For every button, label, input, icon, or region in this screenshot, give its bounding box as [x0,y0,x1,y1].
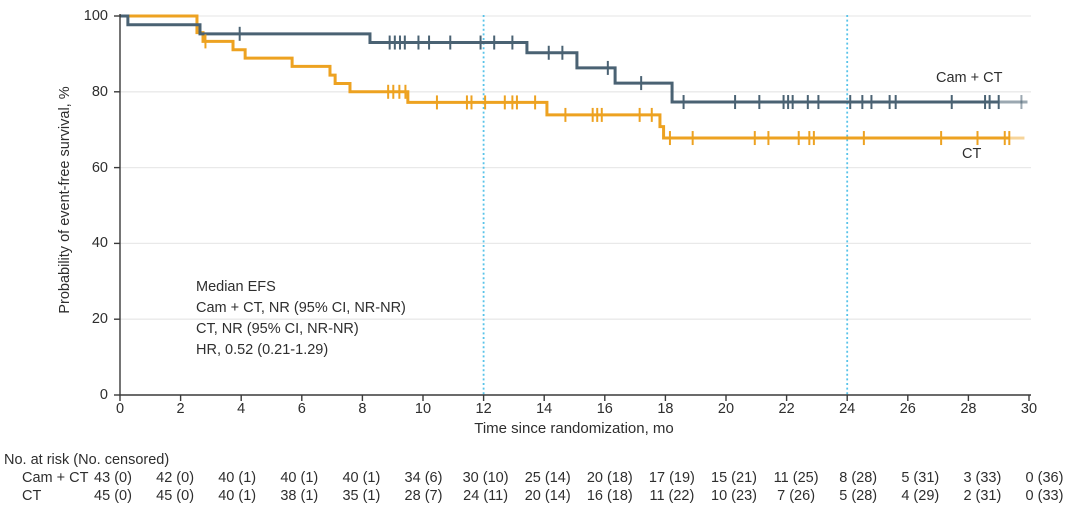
risk-value: 42 (0) [156,470,195,486]
risk-value: 40 (1) [218,488,257,504]
risk-value: 2 (31) [963,488,1002,504]
risk-value: 8 (28) [839,470,878,486]
risk-value: 40 (1) [280,470,319,486]
y-tick-label: 100 [83,8,108,24]
risk-value: 5 (28) [839,488,878,504]
km-curve-cam-ct [120,14,999,104]
risk-value: 43 (0) [94,470,132,486]
risk-value: 3 (33) [963,470,1002,486]
risk-value: 45 (0) [94,488,132,504]
annotation-line-hr: HR, 0.52 (0.21-1.29) [196,342,329,358]
curve-label-cam-ct: Cam + CT [936,70,1003,86]
y-tick-label: 60 [91,159,108,176]
x-tick-label: 12 [475,401,492,417]
x-tick-label: 14 [536,401,553,417]
risk-value: 0 (33) [1025,488,1064,504]
y-tick-label: 20 [91,311,108,328]
y-tick-label: 80 [91,83,108,100]
risk-value: 5 (31) [901,470,940,486]
x-tick-label: 22 [778,401,795,417]
risk-row-label-cam-ct: Cam + CT [22,470,89,486]
annotation-line-median: Median EFS [196,279,276,295]
risk-value: 24 (11) [463,488,509,504]
risk-value: 34 (6) [404,470,443,486]
risk-value: 25 (14) [524,470,571,486]
risk-value: 11 (25) [773,470,819,486]
annotation-line-ct: CT, NR (95% CI, NR-NR) [196,321,359,337]
x-tick-label: 6 [297,401,306,417]
x-tick-label: 2 [176,401,185,417]
risk-value: 35 (1) [342,488,381,504]
x-tick-label: 10 [414,401,432,417]
x-tick-label: 24 [839,401,856,417]
x-tick-label: 30 [1020,401,1038,417]
risk-value: 7 (26) [777,488,816,504]
risk-value: 16 (18) [586,488,633,504]
risk-value: 11 (22) [649,488,695,504]
x-tick-label: 4 [237,401,246,417]
x-tick-label: 8 [358,401,367,417]
risk-value: 10 (23) [711,488,757,504]
x-tick-label: 26 [899,401,916,417]
risk-value: 40 (1) [218,470,257,486]
risk-value: 45 (0) [156,488,195,504]
risk-value: 28 (7) [404,488,443,504]
x-tick-label: 16 [596,401,613,417]
risk-value: 17 (19) [648,470,695,486]
curve-label-ct: CT [962,146,982,162]
risk-value: 20 (18) [586,470,633,486]
risk-row-label-ct: CT [22,488,42,504]
x-tick-label: 20 [717,401,735,417]
y-tick-label: 0 [99,387,108,403]
risk-value: 0 (36) [1025,470,1064,486]
y-tick-label: 40 [91,235,108,252]
annotation-line-camct: Cam + CT, NR (95% CI, NR-NR) [196,300,406,316]
risk-value: 30 (10) [462,470,509,486]
risk-value: 40 (1) [342,470,381,486]
annotation-block: Median EFS Cam + CT, NR (95% CI, NR-NR) … [196,277,406,361]
x-tick-label: 0 [115,401,125,417]
km-curve-ct [120,14,1010,140]
x-axis-title: Time since randomization, mo [474,420,674,437]
x-tick-label: 28 [960,401,977,417]
risk-value: 20 (14) [524,488,571,504]
x-tick-label: 18 [657,401,674,417]
risk-table-header: No. at risk (No. censored) [4,452,170,468]
risk-value: 15 (21) [711,470,757,486]
risk-value: 4 (29) [901,488,940,504]
risk-value: 38 (1) [280,488,319,504]
